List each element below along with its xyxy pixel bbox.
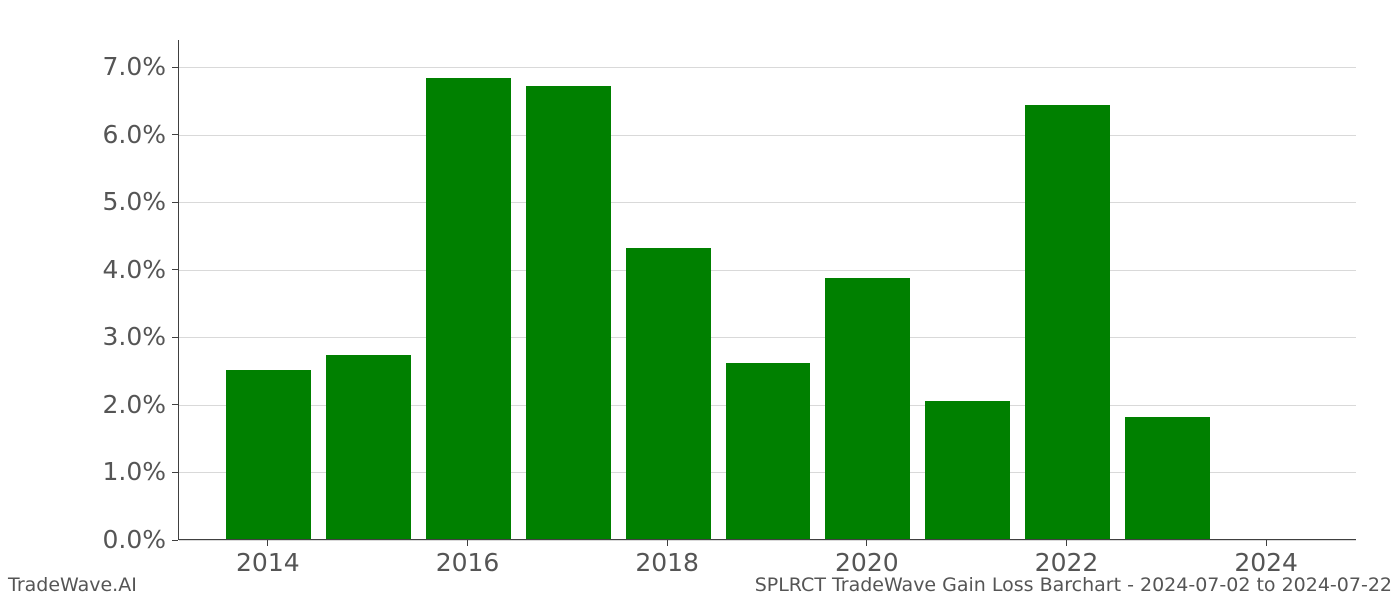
x-tick-mark <box>667 540 668 546</box>
y-tick-mark <box>172 337 178 338</box>
x-tick-mark <box>467 540 468 546</box>
y-tick-label: 3.0% <box>102 322 166 351</box>
bar <box>726 363 811 539</box>
x-tick-label: 2020 <box>835 548 899 577</box>
gridline <box>179 270 1356 271</box>
x-tick-mark <box>267 540 268 546</box>
y-tick-label: 1.0% <box>102 457 166 486</box>
y-tick-mark <box>172 134 178 135</box>
gridline <box>179 202 1356 203</box>
gridline <box>179 540 1356 541</box>
y-tick-label: 5.0% <box>102 187 166 216</box>
y-tick-label: 2.0% <box>102 390 166 419</box>
bar <box>426 78 511 539</box>
y-tick-label: 6.0% <box>102 120 166 149</box>
x-tick-label: 2022 <box>1035 548 1099 577</box>
bar <box>526 86 611 539</box>
y-tick-mark <box>172 202 178 203</box>
bar <box>925 401 1010 540</box>
chart-figure: 0.0% 1.0% 2.0% 3.0% 4.0% 5.0% 6.0% 7.0% 2014 201… <box>0 0 1400 600</box>
bar <box>1025 105 1110 539</box>
x-tick-label: 2014 <box>236 548 300 577</box>
x-tick-label: 2024 <box>1234 548 1298 577</box>
y-tick-label: 4.0% <box>102 255 166 284</box>
y-tick-label: 0.0% <box>102 525 166 554</box>
bar <box>326 355 411 539</box>
gridline <box>179 337 1356 338</box>
x-tick-label: 2018 <box>635 548 699 577</box>
bar <box>825 278 910 539</box>
bar <box>1125 417 1210 539</box>
y-tick-mark <box>172 67 178 68</box>
y-tick-mark <box>172 269 178 270</box>
gridline <box>179 67 1356 68</box>
y-tick-mark <box>172 404 178 405</box>
bar <box>226 370 311 539</box>
x-tick-label: 2016 <box>436 548 500 577</box>
gridline <box>179 135 1356 136</box>
y-tick-mark <box>172 472 178 473</box>
footer-right-caption: SPLRCT TradeWave Gain Loss Barchart - 20… <box>755 574 1392 596</box>
plot-area <box>178 40 1356 540</box>
x-tick-mark <box>1266 540 1267 546</box>
y-tick-label: 7.0% <box>102 52 166 81</box>
bar <box>626 248 711 539</box>
x-tick-mark <box>866 540 867 546</box>
footer-left-brand: TradeWave.AI <box>8 574 137 596</box>
y-tick-mark <box>172 540 178 541</box>
x-tick-mark <box>1066 540 1067 546</box>
